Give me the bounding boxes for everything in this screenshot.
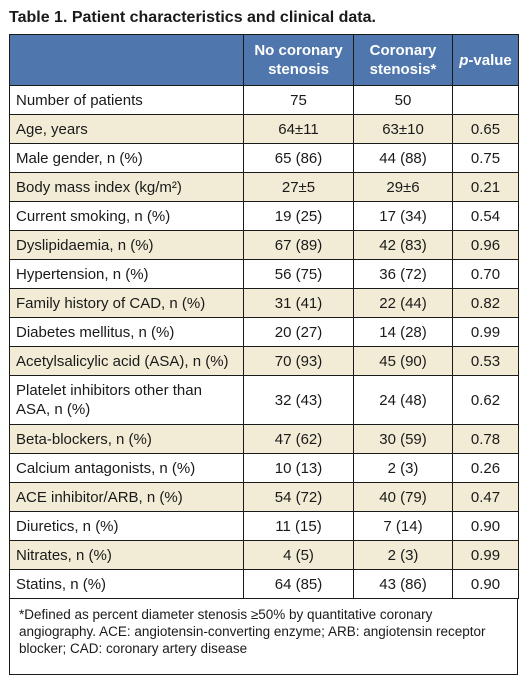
row-label: Platelet inhibitors other than ASA, n (%) [9,375,244,425]
table-row: Age, years 64±11 63±10 0.65 [9,114,519,144]
table-row: Male gender, n (%) 65 (86) 44 (88) 0.75 [9,143,519,173]
cell-stenosis: 14 (28) [353,317,453,347]
cell-p-value: 0.99 [452,317,519,347]
cell-p-value: 0.90 [452,569,519,599]
cell-p-value: 0.62 [452,375,519,425]
table-row: Statins, n (%) 64 (85) 43 (86) 0.90 [9,569,519,599]
patient-characteristics-table: No coronary stenosis Coronary stenosis* p-… [9,34,519,599]
row-label: Statins, n (%) [9,569,244,599]
table-container: Table 1. Patient characteristics and cli… [9,0,519,675]
table-title: Table 1. Patient characteristics and cli… [9,9,376,26]
header-blank [9,34,244,86]
cell-stenosis: 2 (3) [353,453,453,483]
cell-stenosis: 50 [353,85,453,115]
cell-p-value: 0.53 [452,346,519,376]
cell-no-stenosis: 27±5 [243,172,354,202]
row-label: Current smoking, n (%) [9,201,244,231]
cell-no-stenosis: 11 (15) [243,511,354,541]
cell-stenosis: 17 (34) [353,201,453,231]
cell-stenosis: 45 (90) [353,346,453,376]
table-footnote: *Defined as percent diameter stenosis ≥5… [9,599,518,675]
cell-no-stenosis: 75 [243,85,354,115]
cell-p-value: 0.90 [452,511,519,541]
cell-stenosis: 2 (3) [353,540,453,570]
cell-stenosis: 43 (86) [353,569,453,599]
cell-p-value: 0.96 [452,230,519,260]
row-label: Number of patients [9,85,244,115]
cell-no-stenosis: 64 (85) [243,569,354,599]
table-row: Acetylsalicylic acid (ASA), n (%) 70 (93)… [9,346,519,376]
table-row: Hypertension, n (%) 56 (75) 36 (72) 0.70 [9,259,519,289]
cell-p-value: 0.78 [452,424,519,454]
cell-no-stenosis: 54 (72) [243,482,354,512]
cell-p-value: 0.21 [452,172,519,202]
cell-stenosis: 7 (14) [353,511,453,541]
cell-no-stenosis: 56 (75) [243,259,354,289]
table-row: Nitrates, n (%) 4 (5) 2 (3) 0.99 [9,540,519,570]
cell-p-value: 0.54 [452,201,519,231]
header-row: No coronary stenosis Coronary stenosis* p-… [9,34,519,86]
cell-p-value: 0.65 [452,114,519,144]
cell-no-stenosis: 65 (86) [243,143,354,173]
row-label: ACE inhibitor/ARB, n (%) [9,482,244,512]
table-row: ACE inhibitor/ARB, n (%) 54 (72) 40 (79) 0.… [9,482,519,512]
table-row: Calcium antagonists, n (%) 10 (13) 2 (3) 0.… [9,453,519,483]
row-label: Calcium antagonists, n (%) [9,453,244,483]
row-label: Diabetes mellitus, n (%) [9,317,244,347]
cell-stenosis: 63±10 [353,114,453,144]
cell-stenosis: 24 (48) [353,375,453,425]
header-stenosis: Coronary stenosis* [353,34,453,86]
cell-p-value: 0.82 [452,288,519,318]
cell-no-stenosis: 67 (89) [243,230,354,260]
cell-p-value [452,85,519,115]
table-row: Beta-blockers, n (%) 47 (62) 30 (59) 0.78 [9,424,519,454]
cell-no-stenosis: 20 (27) [243,317,354,347]
cell-no-stenosis: 31 (41) [243,288,354,318]
row-label: Beta-blockers, n (%) [9,424,244,454]
cell-stenosis: 44 (88) [353,143,453,173]
row-label: Dyslipidaemia, n (%) [9,230,244,260]
cell-p-value: 0.26 [452,453,519,483]
cell-p-value: 0.70 [452,259,519,289]
table-row: Platelet inhibitors other than ASA, n (%)… [9,375,519,425]
cell-stenosis: 36 (72) [353,259,453,289]
table-row: Dyslipidaemia, n (%) 67 (89) 42 (83) 0.96 [9,230,519,260]
cell-stenosis: 22 (44) [353,288,453,318]
cell-p-value: 0.47 [452,482,519,512]
cell-stenosis: 42 (83) [353,230,453,260]
cell-no-stenosis: 4 (5) [243,540,354,570]
table-row: Body mass index (kg/m²) 27±5 29±6 0.21 [9,172,519,202]
row-label: Family history of CAD, n (%) [9,288,244,318]
cell-p-value: 0.75 [452,143,519,173]
row-label: Nitrates, n (%) [9,540,244,570]
cell-stenosis: 30 (59) [353,424,453,454]
row-label: Hypertension, n (%) [9,259,244,289]
cell-no-stenosis: 10 (13) [243,453,354,483]
table-row: Family history of CAD, n (%) 31 (41) 22 (4… [9,288,519,318]
cell-stenosis: 29±6 [353,172,453,202]
cell-p-value: 0.99 [452,540,519,570]
cell-stenosis: 40 (79) [353,482,453,512]
header-p-value: p-value [452,34,519,86]
cell-no-stenosis: 64±11 [243,114,354,144]
row-label: Body mass index (kg/m²) [9,172,244,202]
header-no-stenosis: No coronary stenosis [243,34,354,86]
cell-no-stenosis: 47 (62) [243,424,354,454]
table-row: Current smoking, n (%) 19 (25) 17 (34) 0.54 [9,201,519,231]
row-label: Age, years [9,114,244,144]
table-row: Number of patients 75 50 [9,85,519,115]
cell-no-stenosis: 70 (93) [243,346,354,376]
cell-no-stenosis: 32 (43) [243,375,354,425]
row-label: Diuretics, n (%) [9,511,244,541]
table-row: Diabetes mellitus, n (%) 20 (27) 14 (28) 0.… [9,317,519,347]
row-label: Acetylsalicylic acid (ASA), n (%) [9,346,244,376]
cell-no-stenosis: 19 (25) [243,201,354,231]
table-row: Diuretics, n (%) 11 (15) 7 (14) 0.90 [9,511,519,541]
row-label: Male gender, n (%) [9,143,244,173]
